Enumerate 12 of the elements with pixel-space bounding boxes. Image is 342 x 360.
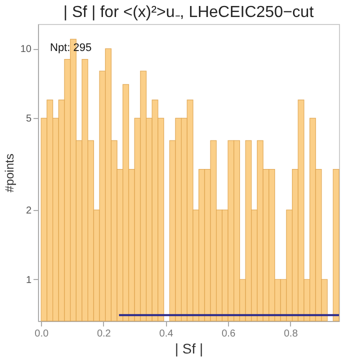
chart-title: | Sf | for <(x)²>u₋, LHeCEIC250−cut [63, 4, 314, 21]
x-tick-label: 0.0 [34, 328, 49, 340]
y-axis-title: #points [2, 154, 16, 192]
x-axis-title: | Sf | [174, 340, 204, 356]
x-tick-label: 0.6 [222, 328, 236, 340]
x-tick-label: 0.8 [284, 328, 298, 340]
y-tick-label: 10 [20, 44, 32, 56]
y-tick-label: 1 [26, 274, 32, 286]
y-tick-label: 5 [26, 114, 32, 125]
x-tick-label: 0.4 [159, 328, 174, 340]
x-tick-label: 0.2 [96, 328, 112, 340]
y-tick-label: 2 [26, 205, 32, 216]
